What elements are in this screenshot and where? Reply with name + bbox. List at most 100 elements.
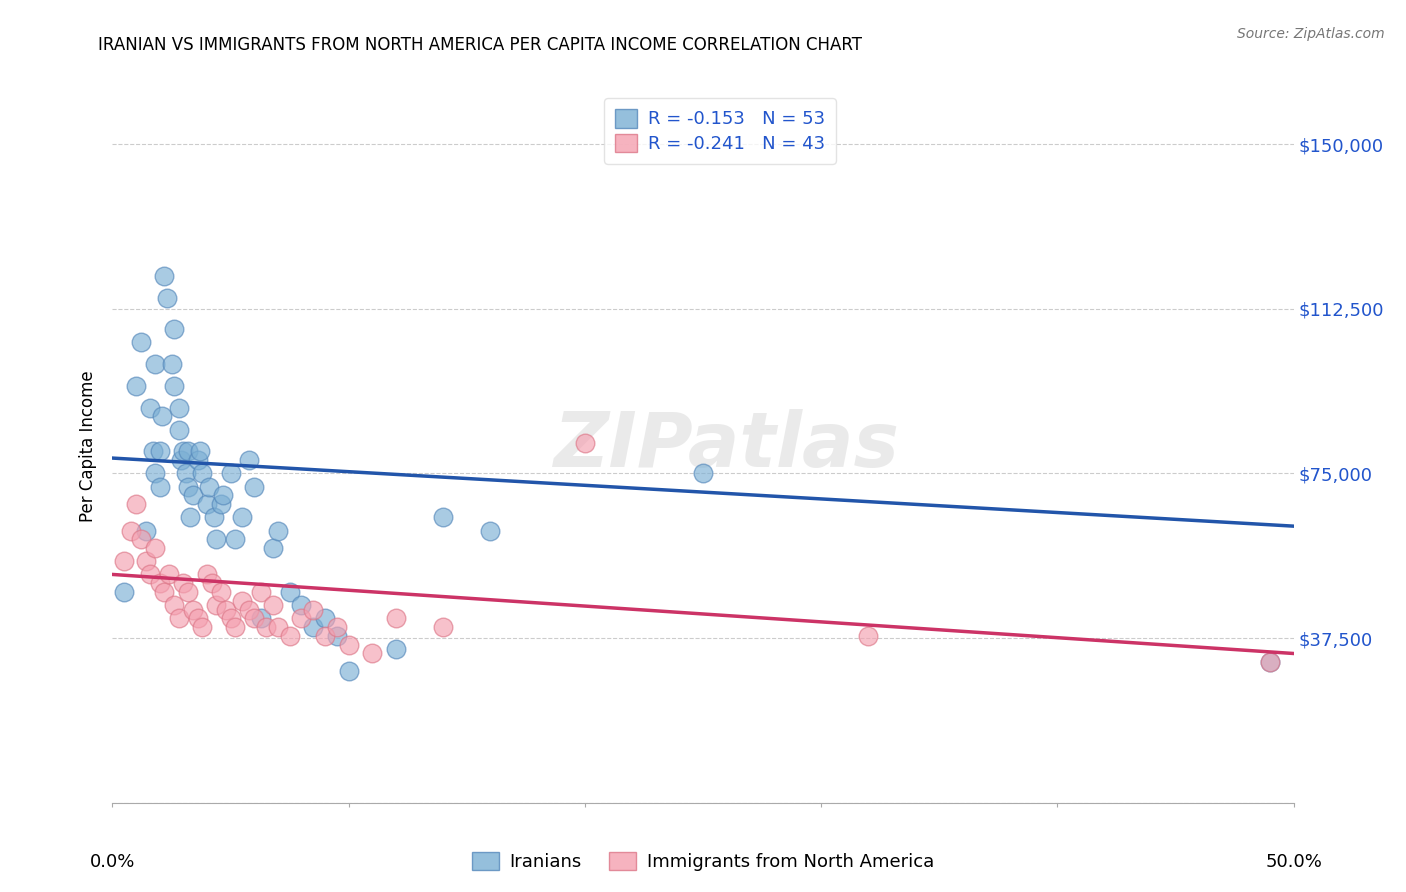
Point (215, 602, 238, 616)
Point (156, 291, 179, 305)
Point (326, 629, 349, 643)
Point (231, 510, 253, 524)
Point (692, 467, 714, 481)
Point (278, 629, 301, 643)
Point (290, 598, 312, 612)
Point (139, 401, 162, 415)
Point (174, 467, 197, 481)
Point (314, 611, 336, 625)
Point (177, 480, 200, 494)
Point (574, 435, 596, 450)
Text: Source: ZipAtlas.com: Source: ZipAtlas.com (1237, 27, 1385, 41)
Point (129, 334, 152, 349)
Point (172, 444, 194, 458)
Point (149, 444, 172, 458)
Point (188, 444, 211, 458)
Point (125, 497, 148, 511)
Point (267, 524, 290, 538)
Point (278, 585, 301, 599)
Point (186, 611, 208, 625)
Point (135, 554, 157, 568)
Point (262, 541, 284, 555)
Point (150, 409, 173, 424)
Point (112, 554, 135, 568)
Point (191, 620, 214, 634)
Point (201, 576, 224, 591)
Point (125, 378, 148, 392)
Point (112, 585, 135, 599)
Point (250, 611, 273, 625)
Point (1258, 655, 1281, 669)
Point (205, 598, 228, 612)
Point (432, 620, 454, 634)
Point (1258, 655, 1281, 669)
Point (224, 533, 246, 547)
Point (267, 620, 290, 634)
Point (149, 576, 172, 591)
Point (179, 510, 201, 524)
Point (160, 357, 183, 371)
Point (337, 664, 360, 678)
Point (167, 611, 190, 625)
Point (219, 611, 242, 625)
Point (195, 497, 218, 511)
Point (172, 576, 194, 591)
Text: 0.0%: 0.0% (90, 853, 135, 871)
Point (224, 620, 246, 634)
Point (243, 611, 266, 625)
Point (337, 638, 360, 652)
Point (254, 620, 277, 634)
Point (243, 480, 266, 494)
Point (326, 620, 349, 634)
Point (129, 533, 152, 547)
Point (479, 524, 502, 538)
Point (191, 467, 214, 481)
Point (163, 598, 186, 612)
Legend: R = -0.153   N = 53, R = -0.241   N = 43: R = -0.153 N = 53, R = -0.241 N = 43 (605, 98, 835, 164)
Point (142, 444, 165, 458)
Point (250, 585, 273, 599)
Point (385, 611, 408, 625)
Point (238, 453, 260, 467)
Point (209, 497, 232, 511)
Text: IRANIAN VS IMMIGRANTS FROM NORTH AMERICA PER CAPITA INCOME CORRELATION CHART: IRANIAN VS IMMIGRANTS FROM NORTH AMERICA… (98, 36, 862, 54)
Point (262, 598, 284, 612)
Point (209, 585, 232, 599)
Point (163, 321, 186, 335)
Text: 50.0%: 50.0% (1265, 853, 1322, 871)
Point (219, 467, 242, 481)
Point (153, 585, 176, 599)
Y-axis label: Per Capita Income: Per Capita Income (79, 370, 97, 522)
Point (290, 611, 312, 625)
Point (231, 594, 253, 608)
Point (314, 629, 336, 643)
Point (143, 357, 166, 371)
Point (212, 488, 235, 502)
Point (432, 510, 454, 524)
Point (167, 401, 190, 415)
Point (181, 602, 204, 616)
Point (177, 444, 200, 458)
Point (858, 629, 880, 643)
Point (163, 378, 186, 392)
Point (302, 602, 325, 616)
Point (143, 467, 166, 481)
Point (198, 480, 221, 494)
Point (167, 423, 190, 437)
Text: ZIPatlas: ZIPatlas (554, 409, 900, 483)
Point (170, 453, 193, 467)
Point (143, 541, 166, 555)
Point (238, 602, 260, 616)
Point (135, 524, 157, 538)
Point (385, 642, 408, 657)
Point (195, 567, 218, 582)
Point (205, 533, 228, 547)
Point (153, 268, 176, 283)
Point (302, 620, 325, 634)
Point (186, 453, 208, 467)
Legend: Iranians, Immigrants from North America: Iranians, Immigrants from North America (464, 845, 942, 879)
Point (202, 510, 225, 524)
Point (361, 647, 384, 661)
Point (177, 585, 200, 599)
Point (157, 567, 180, 582)
